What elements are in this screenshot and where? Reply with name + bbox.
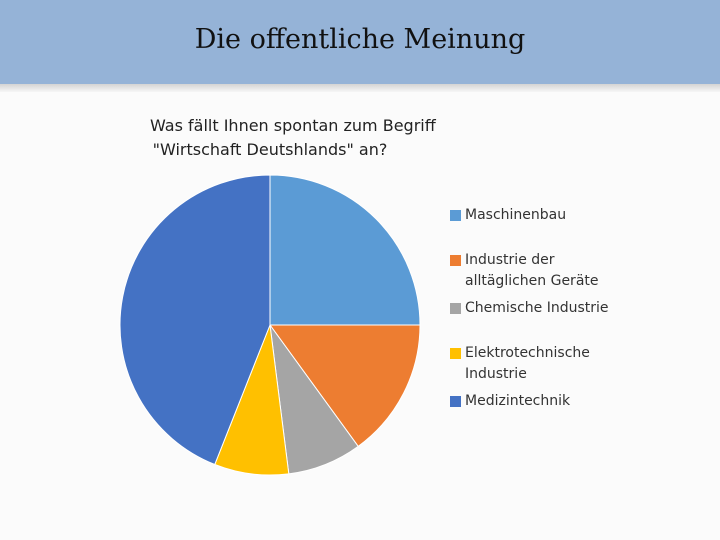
legend-swatch-3 <box>450 303 461 314</box>
pie-slice-1 <box>269 174 421 326</box>
chart-legend: Maschinenbau Industrie der alltäglichen Ge… <box>450 205 710 418</box>
chart-title-line-2: "Wirtschaft Deutshlands" an? <box>152 140 388 159</box>
legend-swatch-1 <box>450 210 461 221</box>
legend-item-4: Elektrotechnische Industrie <box>450 343 710 385</box>
pie-slice-5 <box>119 174 271 466</box>
legend-swatch-4 <box>450 348 461 359</box>
legend-label: Industrie <box>465 366 527 382</box>
legend-item-3: Chemische Industrie <box>450 298 710 319</box>
legend-label: Elektrotechnische <box>465 345 590 361</box>
legend-item-1: Maschinenbau <box>450 205 710 226</box>
slide-header: Die offentliche Meinung <box>0 0 720 84</box>
legend-swatch-2 <box>450 255 461 266</box>
legend-label: Medizintechnik <box>465 393 571 409</box>
slide-title: Die offentliche Meinung <box>194 24 526 55</box>
legend-label: alltäglichen Geräte <box>465 273 599 289</box>
legend-item-5: Medizintechnik <box>450 391 710 412</box>
legend-label: Industrie der <box>465 252 555 268</box>
legend-label: Chemische Industrie <box>465 300 609 316</box>
pie-slice-2 <box>269 324 421 448</box>
header-shadow <box>0 84 720 92</box>
legend-label: Maschinenbau <box>465 207 567 223</box>
legend-swatch-5 <box>450 396 461 407</box>
legend-item-2: Industrie der alltäglichen Geräte <box>450 250 710 292</box>
chart-title-line-1: Was fällt Ihnen spontan zum Begriff <box>150 116 436 135</box>
chart-title: Was fällt Ihnen spontan zum Begriff "Wir… <box>150 114 436 162</box>
